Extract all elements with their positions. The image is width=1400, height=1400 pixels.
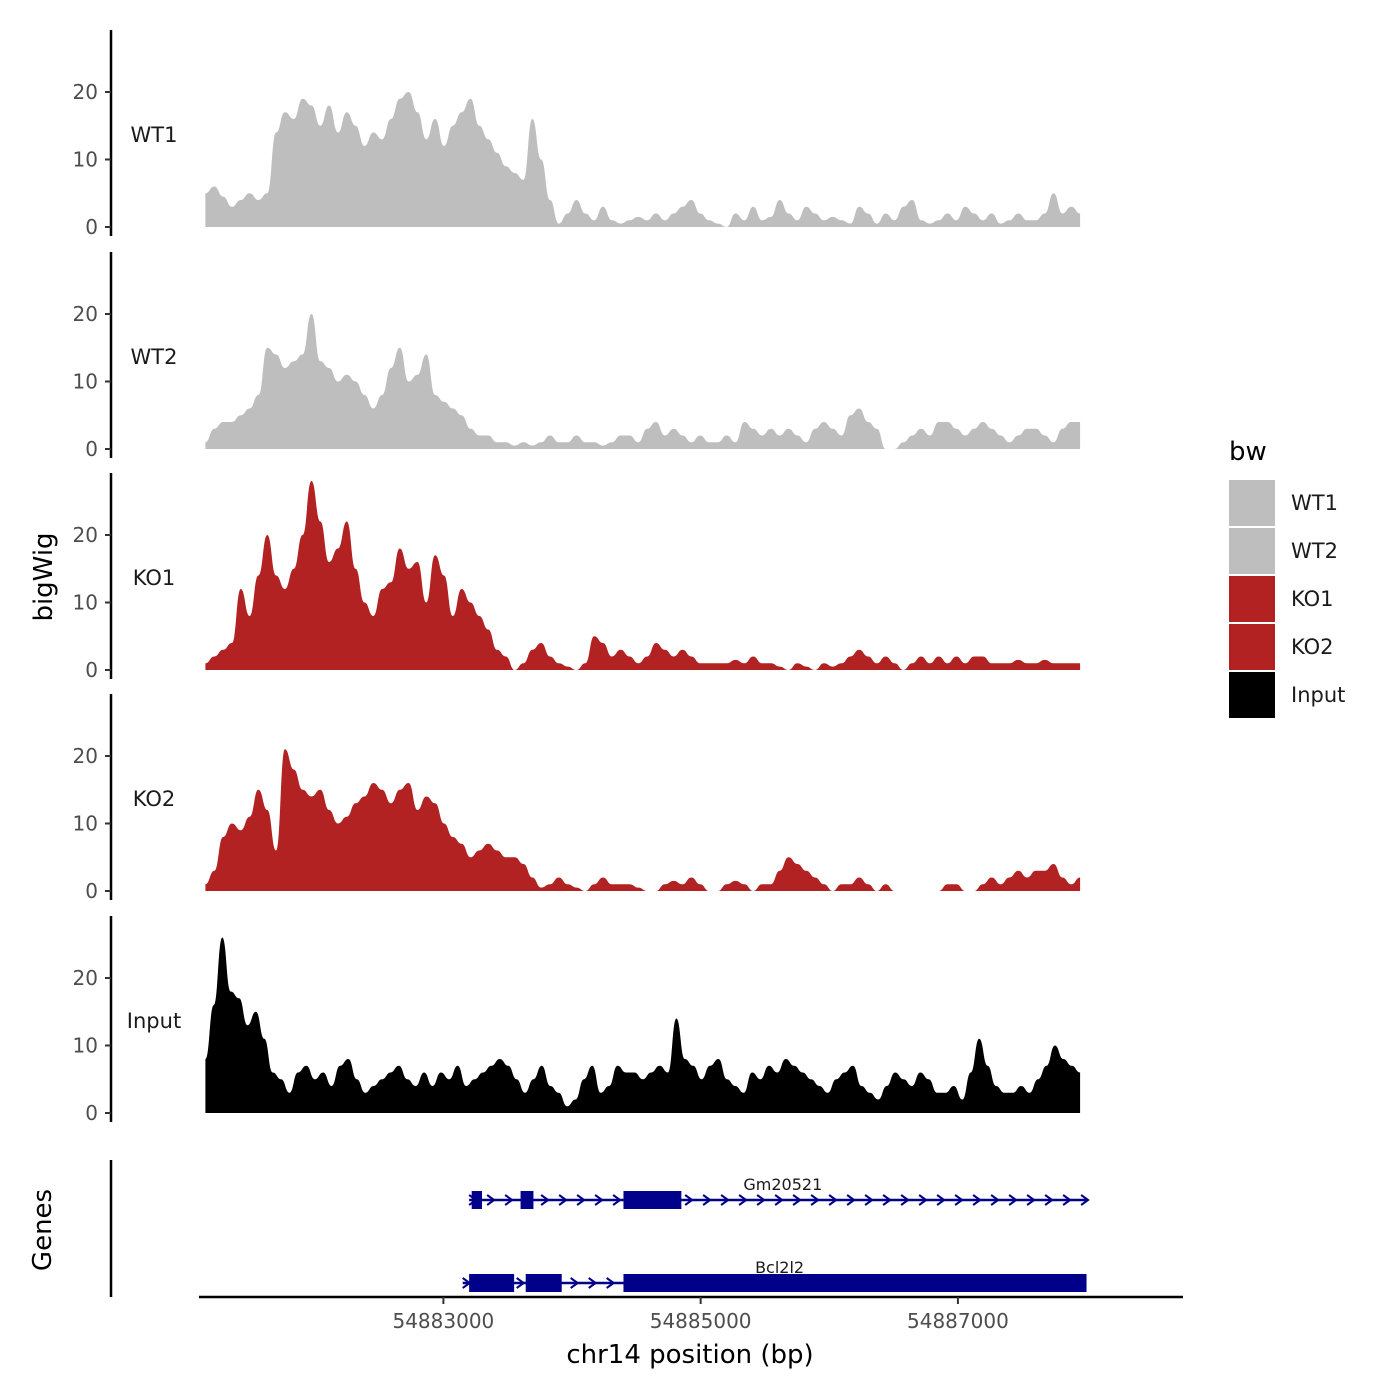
strand-arrow [1008, 1194, 1018, 1206]
strand-arrow [954, 1194, 964, 1206]
strand-arrow [684, 1194, 694, 1206]
coverage-area-wt1 [205, 92, 1081, 227]
strand-arrow [576, 1194, 586, 1206]
strand-arrow [504, 1194, 514, 1206]
legend-title: bw [1229, 437, 1267, 467]
x-tick-label: 54885000 [650, 1309, 752, 1333]
x-tick-label: 54887000 [907, 1309, 1009, 1333]
strand-arrow [936, 1194, 946, 1206]
strand-arrow [702, 1194, 712, 1206]
exon-block [623, 1274, 1087, 1292]
exon-block [525, 1274, 562, 1292]
genes-track-title: Genes [28, 1189, 58, 1271]
strand-arrow [792, 1194, 802, 1206]
exon-block [623, 1191, 682, 1209]
strand-arrow [588, 1277, 598, 1289]
strand-arrow [558, 1194, 568, 1206]
strand-arrow [846, 1194, 856, 1206]
strand-arrow [972, 1194, 982, 1206]
x-axis: chr14 position (bp) 54883000 54885000 5488… [199, 1295, 1183, 1370]
coverage-area-ko2 [205, 749, 1081, 891]
strand-arrow [738, 1194, 748, 1206]
y-tick-label: 20 [73, 744, 98, 768]
strand-arrow [570, 1277, 580, 1289]
strand-arrow [540, 1194, 550, 1206]
strand-arrow [882, 1194, 892, 1206]
y-tick-label: 10 [73, 812, 98, 836]
track-ko1: 0 10 20 KO1 [73, 473, 1081, 682]
track-input: 0 10 20 Input [73, 916, 1081, 1125]
legend-swatch-wt1 [1229, 480, 1275, 526]
strand-arrow [900, 1194, 910, 1206]
strand-arrow [774, 1194, 784, 1206]
strand-arrow [720, 1194, 730, 1206]
gene-gm20521: Gm20521 [468, 1175, 1090, 1209]
strand-arrow [486, 1194, 496, 1206]
gene-name-label: Gm20521 [743, 1175, 822, 1194]
strand-arrow [828, 1194, 838, 1206]
coverage-area-ko1 [205, 481, 1081, 670]
gene-bcl2l2: Bcl2l2 [462, 1258, 1087, 1292]
strand-arrow [990, 1194, 1000, 1206]
strand-arrow [810, 1194, 820, 1206]
exon-block [471, 1191, 482, 1209]
gene-track: Genes Gm20521 Bcl2l2 [28, 1160, 1090, 1297]
x-tick-label: 54883000 [392, 1309, 494, 1333]
y-tick-label: 20 [73, 966, 98, 990]
strand-arrow [864, 1194, 874, 1206]
y-tick-label: 10 [73, 591, 98, 615]
strand-arrow [612, 1194, 622, 1206]
legend-label-wt1: WT1 [1291, 491, 1338, 515]
y-tick-label: 10 [73, 148, 98, 172]
strand-arrow [594, 1194, 604, 1206]
track-label: WT1 [131, 123, 178, 147]
y-tick-label: 20 [73, 80, 98, 104]
track-label: KO2 [133, 787, 176, 811]
legend-swatch-ko2 [1229, 624, 1275, 670]
track-wt2: 0 10 20 WT2 [73, 252, 1081, 461]
y-tick-label: 20 [73, 302, 98, 326]
y-tick-label: 10 [73, 1034, 98, 1058]
y-tick-label: 0 [85, 215, 98, 239]
strand-arrow [918, 1194, 928, 1206]
legend-swatch-wt2 [1229, 528, 1275, 574]
strand-arrow [1026, 1194, 1036, 1206]
y-axis-title: bigWig [29, 532, 59, 621]
gene-name-label: Bcl2l2 [755, 1258, 804, 1277]
track-label: Input [127, 1009, 181, 1033]
legend: bw WT1 WT2 KO1 KO2 Input [1229, 437, 1345, 718]
strand-arrow [1062, 1194, 1072, 1206]
track-wt1: 0 10 20 WT1 [73, 30, 1081, 239]
x-axis-title: chr14 position (bp) [566, 1340, 813, 1370]
strand-arrow [756, 1194, 766, 1206]
y-tick-label: 0 [85, 658, 98, 682]
strand-arrow [606, 1277, 616, 1289]
legend-swatch-input [1229, 672, 1275, 718]
strand-arrow [1080, 1194, 1090, 1206]
y-tick-label: 10 [73, 370, 98, 394]
track-label: KO1 [133, 566, 176, 590]
coverage-area-wt2 [205, 314, 1081, 449]
y-tick-label: 0 [85, 437, 98, 461]
exon-block [469, 1274, 515, 1292]
legend-label-wt2: WT2 [1291, 539, 1338, 563]
coverage-tracks: 0 10 20 WT1 0 10 20 WT2 0 10 20 KO1 0 10 20 KO2 0 10 20 Inp… [73, 30, 1081, 1125]
strand-arrow [516, 1277, 526, 1289]
strand-arrow [1044, 1194, 1054, 1206]
exon-block [520, 1191, 534, 1209]
y-tick-label: 0 [85, 879, 98, 903]
y-tick-label: 0 [85, 1101, 98, 1125]
coverage-area-input [205, 937, 1081, 1113]
legend-label-input: Input [1291, 683, 1345, 707]
legend-swatch-ko1 [1229, 576, 1275, 622]
legend-label-ko1: KO1 [1291, 587, 1334, 611]
legend-label-ko2: KO2 [1291, 635, 1334, 659]
track-label: WT2 [131, 345, 178, 369]
y-tick-label: 20 [73, 523, 98, 547]
track-ko2: 0 10 20 KO2 [73, 694, 1081, 903]
